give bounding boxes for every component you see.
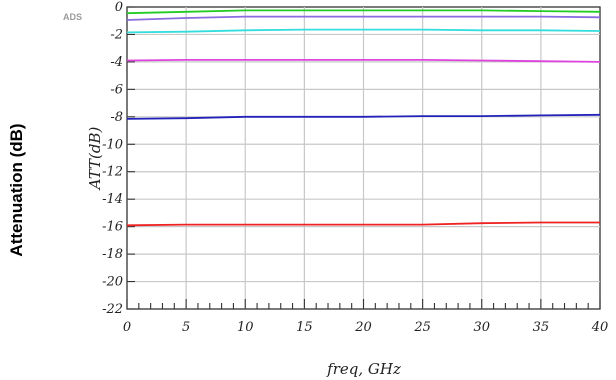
series-line-3 [126, 28, 601, 34]
y-tick-label: -4 [110, 55, 123, 70]
x-tick-label: 20 [354, 320, 372, 335]
y-tick-label: -8 [110, 110, 123, 125]
x-tick-label: 10 [237, 320, 254, 335]
x-axis-label: freq, GHz [326, 360, 401, 378]
series-line-4 [126, 59, 601, 63]
y-tick-label: -18 [102, 247, 123, 262]
y-tick-label: -2 [110, 27, 123, 42]
series-line-1 [126, 9, 601, 15]
y-tick-label: -16 [102, 220, 123, 235]
grid [127, 7, 600, 309]
x-tick-labels: 0 5 10 15 20 25 30 35 40 [123, 320, 608, 335]
x-tick-label: 0 [123, 320, 131, 335]
y-axis-label: ATT(dB) [86, 127, 104, 192]
series-line-6 [126, 221, 600, 227]
y-tick-label: -12 [102, 165, 123, 180]
ads-badge: ADS [63, 12, 82, 22]
tick-marks [126, 6, 601, 310]
y-tick-label: -22 [102, 302, 123, 317]
series-line-2 [126, 15, 601, 21]
series-line-5 [126, 113, 601, 120]
series-lines [126, 9, 601, 227]
x-tick-label: 5 [182, 320, 190, 335]
x-tick-label: 25 [413, 320, 431, 335]
y-tick-label: -14 [102, 192, 123, 207]
x-tick-label: 35 [533, 320, 550, 335]
y-tick-label: -10 [102, 137, 123, 152]
x-tick-label: 40 [591, 320, 609, 335]
y-tick-label: -20 [102, 275, 123, 290]
y-tick-label: -6 [110, 82, 123, 97]
y-tick-labels: 0 -2 -4 -6 -8 -10 -12 -14 -16 -18 -20 -22 [102, 0, 123, 317]
x-tick-label: 15 [296, 320, 313, 335]
outer-y-axis-label: Attenuation (dB) [7, 123, 26, 256]
y-tick-label: 0 [115, 0, 123, 15]
x-tick-label: 30 [473, 320, 490, 335]
